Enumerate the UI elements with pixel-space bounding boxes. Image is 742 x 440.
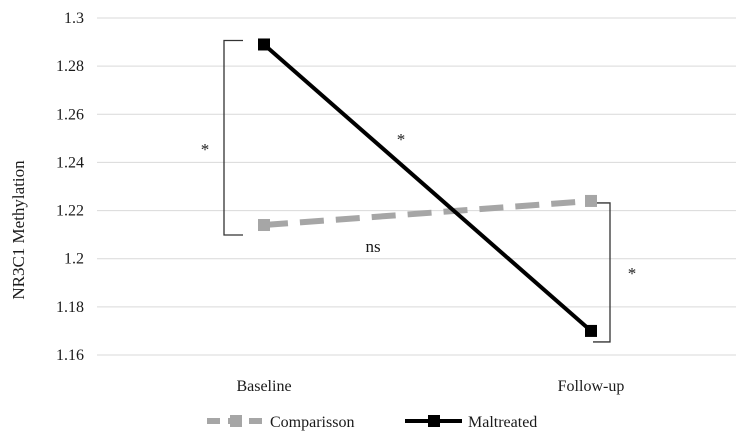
y-tick-label: 1.22	[56, 203, 84, 220]
followup-bracket	[593, 202, 611, 343]
y-tick-label: 1.28	[56, 58, 84, 75]
y-tick-label: 1.16	[56, 347, 84, 364]
data-point-marker	[258, 219, 270, 232]
legend-label: Comparisson	[270, 414, 354, 431]
x-category-label: Follow-up	[558, 378, 625, 395]
baseline-bracket	[223, 39, 243, 236]
legend-swatch-marker	[230, 415, 242, 427]
series-line	[263, 197, 592, 229]
significance-brackets	[223, 39, 611, 343]
data-point-marker	[585, 194, 597, 207]
legend-label: Maltreated	[468, 414, 537, 431]
annotation-maltreated-change: *	[397, 130, 406, 149]
legend-swatch-marker	[428, 415, 440, 427]
series-comparisson	[258, 194, 597, 232]
series-maltreated	[258, 38, 597, 337]
legend-item-comparisson: Comparisson	[207, 414, 354, 431]
y-tick-labels: 1.3 1.28 1.26 1.24 1.22 1.2 1.18 1.16	[56, 10, 84, 364]
annotation-followup-bracket: *	[628, 264, 637, 283]
y-tick-label: 1.3	[64, 10, 84, 27]
y-tick-label: 1.18	[56, 299, 84, 316]
x-category-label: Baseline	[236, 378, 291, 395]
data-point-marker	[585, 324, 597, 337]
annotations: * * ns *	[201, 130, 637, 283]
data-point-marker	[258, 38, 270, 51]
y-tick-label: 1.24	[56, 154, 84, 171]
y-tick-label: 1.26	[56, 106, 84, 123]
gridlines	[97, 17, 736, 356]
series	[258, 38, 597, 337]
y-axis-title: NR3C1 Methylation	[9, 160, 28, 300]
y-tick-label: 1.2	[64, 251, 84, 268]
annotation-comparison-change: ns	[365, 237, 380, 256]
x-category-labels: Baseline Follow-up	[236, 378, 624, 395]
legend-item-maltreated: Maltreated	[405, 414, 537, 431]
legend: Comparisson Maltreated	[207, 414, 537, 431]
annotation-baseline-bracket: *	[201, 140, 210, 159]
series-line	[262, 42, 593, 333]
